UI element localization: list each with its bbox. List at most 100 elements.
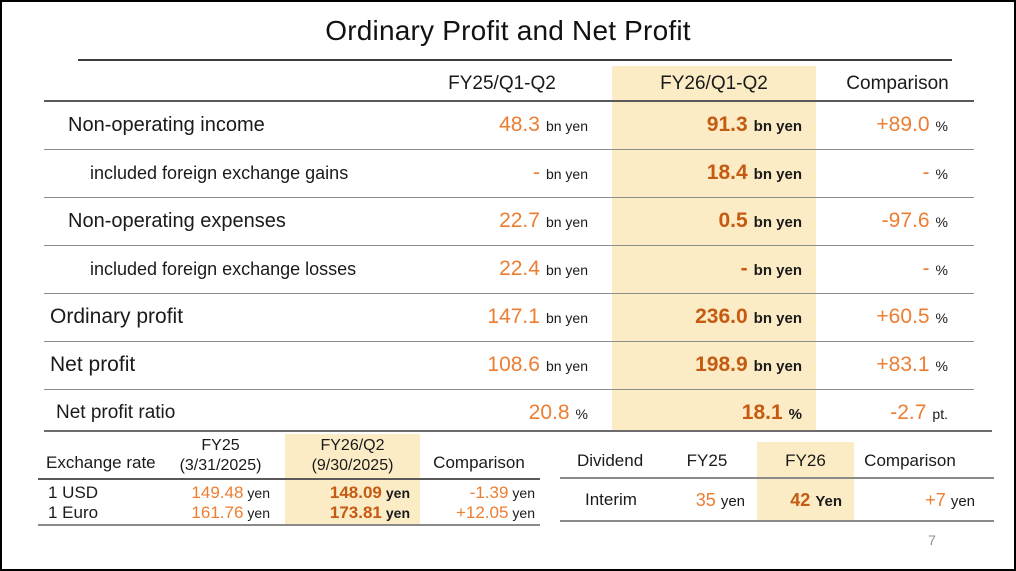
comparison-value: -% (804, 246, 948, 293)
unit-label: bn yen (545, 118, 588, 134)
comparison-value: +12.05 yen (398, 502, 535, 524)
dividend-header-fy25: FY25 (686, 451, 728, 470)
main-table: Non-operating income 48.3 bn yen 91.3 bn y… (44, 102, 974, 437)
value-number: -1.39 (469, 483, 509, 502)
fy26-value: 236.0 bn yen (614, 294, 802, 341)
value-number: 18.1 (741, 401, 783, 424)
value-number: 149.48 (191, 483, 244, 502)
fy26-value: 148.09 yen (268, 482, 410, 504)
row-label: included foreign exchange gains (90, 163, 349, 183)
value-number: 147.1 (487, 305, 540, 328)
fy25-value: 20.8% (324, 390, 588, 437)
value-number: - (532, 161, 540, 184)
unit-label: % (935, 214, 948, 230)
column-header-fy26: FY26/Q1-Q2 (660, 73, 768, 94)
unit-label: bn yen (545, 214, 588, 230)
value-number: +7 (925, 490, 946, 510)
unit-label: % (575, 406, 588, 422)
fy26-value: 0.5 bn yen (614, 198, 802, 245)
value-number: +89.0 (876, 113, 930, 136)
section-divider-line (44, 430, 992, 432)
value-number: 148.09 (329, 483, 382, 502)
fy26-value: 91.3 bn yen (614, 102, 802, 149)
comparison-value: +89.0% (804, 102, 948, 149)
fy25-value: 35 yen (655, 485, 745, 517)
comparison-value: -2.7 pt. (804, 390, 948, 437)
dividend-fy26-column-highlight (757, 442, 854, 522)
unit-label: yen (720, 493, 745, 510)
unit-label: bn yen (753, 358, 802, 375)
row-label: Interim (585, 490, 637, 509)
dividend-table-header: Dividend FY25 FY26 Comparison (560, 442, 994, 479)
fy25-value: 22.4 bn yen (324, 246, 588, 293)
exchange-rate-table: Exchange rate FY25 (3/31/2025) FY26/Q2 (… (38, 432, 540, 526)
unit-label: bn yen (753, 310, 802, 327)
row-label: Ordinary profit (50, 305, 184, 328)
exchange-fy26-line1: FY26/Q2 (320, 437, 385, 454)
fy26-value: 173.81 yen (268, 502, 410, 524)
value-number: -97.6 (881, 209, 930, 232)
column-header-comparison: Comparison (846, 73, 949, 94)
fy25-value: - bn yen (324, 150, 588, 197)
table-row: Non-operating expenses 22.7 bn yen 0.5 bn … (44, 198, 974, 246)
comparison-value: -% (804, 150, 948, 197)
exchange-header-fy25: FY25 (3/31/2025) (163, 436, 278, 476)
value-number: - (922, 161, 930, 184)
fy25-value: 149.48 yen (128, 482, 270, 504)
exchange-table-header: Exchange rate FY25 (3/31/2025) FY26/Q2 (… (38, 432, 540, 480)
value-number: 18.4 (706, 161, 748, 184)
comparison-value: -1.39 yen (398, 482, 535, 504)
fy26-value: 198.9 bn yen (614, 342, 802, 389)
comparison-value: +83.1% (804, 342, 948, 389)
value-number: -2.7 (890, 401, 927, 424)
row-label: 1 Euro (48, 503, 99, 522)
dividend-label: Dividend (577, 451, 644, 470)
fy26-value: 18.1% (614, 390, 802, 437)
slide-title: Ordinary Profit and Net Profit (325, 15, 691, 46)
row-label: included foreign exchange losses (90, 259, 357, 279)
header-divider-line (44, 100, 974, 102)
table-row: Net profit 108.6 bn yen 198.9 bn yen +83.1… (44, 342, 974, 390)
value-number: 108.6 (487, 353, 540, 376)
unit-label: yen (512, 485, 535, 501)
unit-label: yen (385, 505, 410, 521)
unit-label: % (935, 310, 948, 326)
main-table-header: FY25/Q1-Q2 FY26/Q1-Q2 Comparison (44, 68, 974, 100)
value-number: +12.05 (455, 503, 509, 522)
fy25-value: 161.76 yen (128, 502, 270, 524)
value-number: 35 (695, 490, 716, 510)
value-number: 22.4 (499, 257, 540, 280)
unit-label: yen (512, 505, 535, 521)
exchange-header-fy26: FY26/Q2 (9/30/2025) (285, 436, 420, 476)
unit-label: yen (247, 505, 270, 521)
exchange-fy25-line1: FY25 (201, 437, 240, 454)
table-row: Ordinary profit 147.1 bn yen 236.0 bn yen … (44, 294, 974, 342)
unit-label: % (935, 262, 948, 278)
fy25-value: 108.6 bn yen (324, 342, 588, 389)
unit-label: bn yen (753, 118, 802, 135)
fy25-value: 22.7 bn yen (324, 198, 588, 245)
unit-label: bn yen (753, 166, 802, 183)
value-number: 236.0 (695, 305, 748, 328)
fy25-value: 48.3 bn yen (324, 102, 588, 149)
fy25-value: 147.1 bn yen (324, 294, 588, 341)
fy26-value: - bn yen (614, 246, 802, 293)
unit-label: % (935, 118, 948, 134)
value-number: +83.1 (876, 353, 930, 376)
exchange-row-euro: 1 Euro 161.76 yen 173.81 yen +12.05 yen (38, 502, 540, 523)
exchange-rate-label: Exchange rate (46, 453, 156, 472)
value-number: - (922, 257, 930, 280)
fy26-value: 18.4 bn yen (614, 150, 802, 197)
table-row: included foreign exchange losses 22.4 bn … (44, 246, 974, 294)
value-number: 0.5 (718, 209, 748, 232)
value-number: 20.8 (528, 401, 570, 424)
dividend-header-comparison: Comparison (864, 451, 956, 470)
exchange-header-comparison: Comparison (433, 453, 525, 472)
dividend-table: Dividend FY25 FY26 Comparison Interim 35… (560, 442, 994, 522)
unit-label: bn yen (545, 310, 588, 326)
row-label: Net profit ratio (56, 402, 176, 423)
value-number: 42 (790, 490, 811, 510)
unit-label: % (935, 358, 948, 374)
unit-label: pt. (932, 406, 948, 422)
